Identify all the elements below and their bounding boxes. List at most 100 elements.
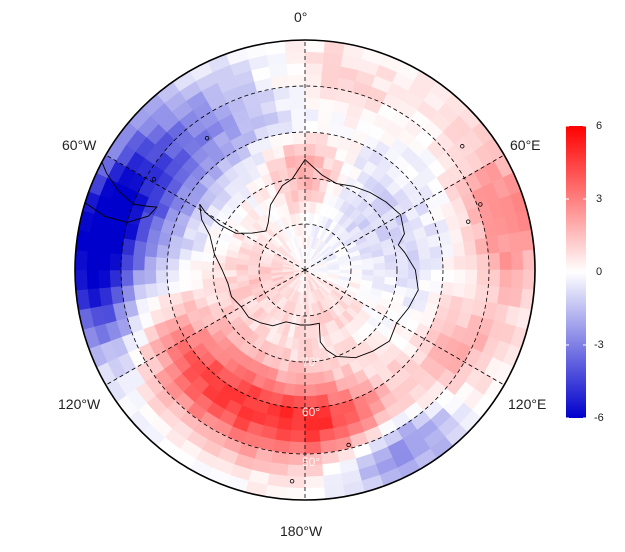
- anomaly-cell: [300, 223, 306, 236]
- anomaly-cell: [282, 143, 296, 158]
- anomaly-cell: [407, 269, 421, 281]
- colorbar-tick-0: 0: [596, 266, 603, 278]
- anomaly-cell: [487, 252, 501, 271]
- anomaly-cell: [429, 245, 443, 260]
- anomaly-cell: [304, 498, 327, 500]
- anomaly-cell: [132, 254, 145, 271]
- anomaly-cell: [155, 281, 170, 297]
- graticule-meridian: [105, 154, 306, 271]
- colorbar: [566, 126, 586, 418]
- anomaly-cell: [289, 430, 306, 443]
- anomaly-cell: [522, 269, 535, 291]
- anomaly-cell: [304, 74, 323, 88]
- graticule-latitude-circle: [212, 177, 398, 363]
- anomaly-cell: [417, 247, 432, 261]
- colorbar-tick-6: 6: [596, 120, 603, 132]
- anomaly-cell: [499, 269, 513, 289]
- anomaly-cell: [304, 418, 320, 432]
- anomaly-cell: [304, 131, 318, 145]
- anomaly-cell: [86, 269, 100, 290]
- lon-label-60e: 60°E: [510, 137, 541, 153]
- anomaly-cell: [451, 282, 466, 299]
- south-america-coastline: [84, 161, 158, 223]
- lon-label-180w: 180°W: [280, 523, 323, 539]
- anomaly-cell: [304, 85, 322, 99]
- lon-label-120w: 120°W: [58, 396, 101, 412]
- anomaly-cell: [442, 256, 455, 271]
- anomaly-cell: [440, 281, 455, 297]
- graticule-latitude-circle: [166, 131, 444, 409]
- lon-label-60w: 60°W: [62, 137, 97, 153]
- anomaly-cell: [288, 85, 306, 99]
- anomaly-cell: [283, 498, 306, 500]
- island-outline: [346, 442, 351, 448]
- anomaly-cell: [178, 269, 191, 282]
- anomaly-cell: [284, 487, 306, 500]
- anomaly-cell: [75, 248, 77, 271]
- anomaly-cell: [295, 166, 306, 179]
- anomaly-cell: [189, 269, 203, 281]
- anomaly-cell: [304, 166, 315, 179]
- anomaly-cell: [304, 177, 314, 191]
- anomaly-cell: [276, 416, 293, 431]
- anomaly-cell: [304, 40, 326, 53]
- anomaly-cell: [120, 269, 134, 287]
- anomaly-cell: [247, 269, 260, 276]
- anomaly-cell: [285, 475, 306, 489]
- anomaly-cell: [304, 475, 325, 489]
- anomaly-cell: [178, 258, 191, 271]
- lat-label-70: 70°: [302, 355, 321, 369]
- anomaly-cell: [304, 338, 313, 351]
- anomaly-cell: [313, 371, 326, 385]
- island-outline: [204, 135, 210, 141]
- map-boundary: [74, 39, 536, 501]
- island-outline: [151, 177, 157, 182]
- anomaly-cell: [278, 120, 294, 135]
- anomaly-cell: [86, 250, 100, 271]
- anomaly-cell: [166, 257, 180, 271]
- anomaly-cell: [463, 239, 478, 257]
- anomaly-cell: [339, 265, 352, 271]
- anomaly-cell: [317, 109, 334, 124]
- anomaly-cell: [304, 372, 316, 386]
- anomaly-cell: [453, 255, 467, 271]
- island-outline: [465, 219, 471, 224]
- anomaly-cell: [290, 108, 306, 122]
- anomaly-cell: [487, 269, 501, 288]
- anomaly-cell: [132, 269, 145, 286]
- anomaly-cell: [294, 372, 306, 386]
- lat-label-50: 50°: [302, 455, 321, 469]
- anomaly-cell: [155, 243, 170, 259]
- anomaly-cell: [510, 269, 524, 290]
- anomaly-cell: [143, 255, 157, 271]
- anomaly-cell: [190, 278, 204, 291]
- anomaly-cell: [304, 315, 311, 328]
- graticule-meridian: [304, 154, 505, 271]
- anomaly-cell: [294, 154, 306, 168]
- anomaly-cell: [396, 260, 409, 271]
- anomaly-cell: [201, 277, 215, 289]
- anomaly-cell: [373, 262, 386, 271]
- antarctica-coastline: [199, 158, 419, 359]
- anomaly-cell: [276, 109, 293, 124]
- anomaly-cell: [384, 269, 398, 279]
- anomaly-cell: [419, 258, 432, 271]
- anomaly-cell: [109, 252, 123, 271]
- anomaly-cell: [280, 132, 295, 146]
- lon-label-120e: 120°E: [508, 396, 547, 412]
- anomaly-cell: [304, 304, 310, 317]
- colorbar-tick-neg6: -6: [594, 412, 604, 424]
- island-outline: [460, 144, 465, 149]
- anomaly-cell: [396, 269, 409, 280]
- anomaly-cell: [166, 269, 180, 283]
- anomaly-cell: [293, 384, 306, 397]
- anomaly-cell: [284, 40, 306, 53]
- island-outline: [289, 479, 295, 484]
- anomaly-cell: [132, 239, 147, 257]
- anomaly-cell: [144, 282, 159, 299]
- anomaly-cell: [510, 250, 524, 271]
- anomaly-cell: [258, 269, 271, 275]
- anomaly-cell: [350, 264, 363, 271]
- anomaly-cell: [451, 241, 466, 258]
